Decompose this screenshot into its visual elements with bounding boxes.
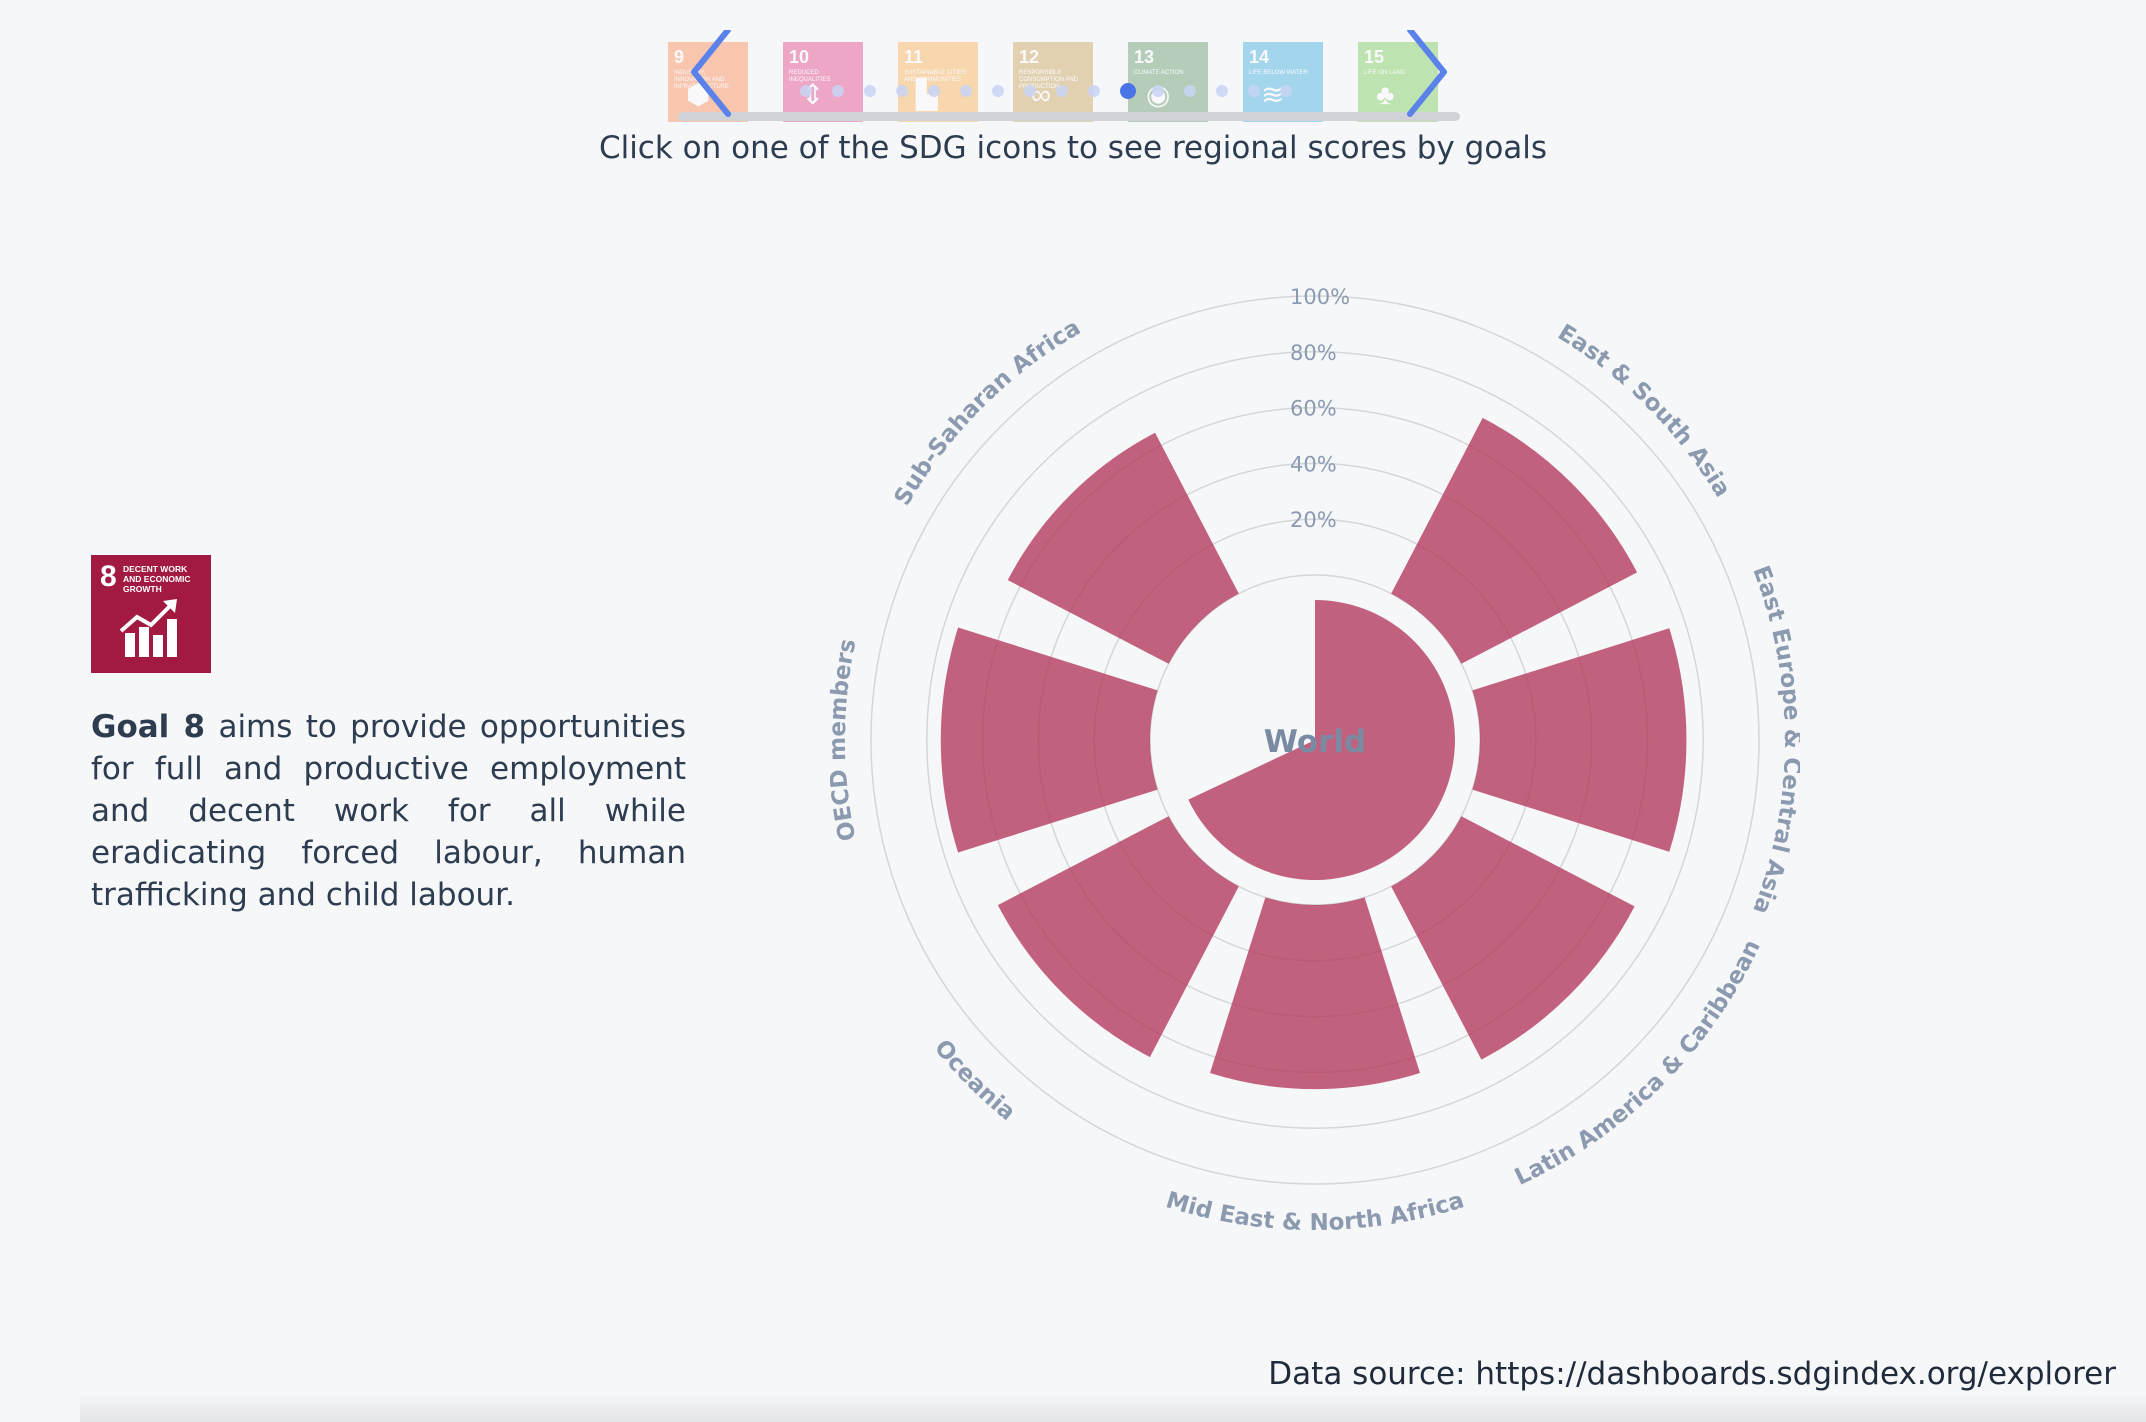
tick-labels: 20% 40% 60% 80% 100% xyxy=(1290,285,1350,532)
tick-label: 40% xyxy=(1290,452,1337,476)
goal-8-icon: 8 Decent work and economic growth xyxy=(91,555,211,673)
instruction-text: Click on one of the SDG icons to see reg… xyxy=(598,130,1548,166)
category-label: Sub-Saharan Africa xyxy=(890,315,1085,510)
tick-label: 80% xyxy=(1290,341,1337,365)
grid-circle xyxy=(926,351,1704,1129)
sdg-tile-title: Life below water xyxy=(1249,70,1308,76)
bars xyxy=(940,417,1687,1090)
sdg-tile-number: 9 xyxy=(674,47,685,67)
sdg-tile-11[interactable]: 11 Sustainable cities and communities ▙ xyxy=(898,42,978,122)
world-slice xyxy=(1188,600,1455,880)
category-label: East Europe & Central Asia xyxy=(1747,562,1800,917)
sdg-tile-13[interactable]: 13Climate action◉ xyxy=(1128,42,1208,122)
carousel-dot[interactable] xyxy=(1088,85,1100,97)
carousel-dot[interactable] xyxy=(864,85,876,97)
sdg-tile-number: 12 xyxy=(1019,47,1040,67)
sdg-tile-14[interactable]: 14 Life below water ≋ xyxy=(1243,42,1323,122)
goal-description: Goal 8 aims to provide opportunities for… xyxy=(91,706,686,916)
bar-east-south-asia xyxy=(1391,417,1638,664)
sdg-tile-number: 10 xyxy=(789,47,810,67)
carousel-dot[interactable] xyxy=(1152,85,1164,97)
carousel-dot[interactable] xyxy=(1024,85,1036,97)
bar-oecd-members xyxy=(940,627,1158,853)
sdg-tile-glyph-icon: ∞ xyxy=(1031,79,1051,110)
sdg-tile-glyph-icon: ♣ xyxy=(1376,79,1395,110)
category-label: East & South Asia xyxy=(1553,320,1735,502)
grid-circle xyxy=(870,295,1760,1185)
carousel-dot[interactable] xyxy=(800,85,812,97)
goal-text-body: aims to provide opportunities for full a… xyxy=(91,709,686,913)
carousel-dot[interactable] xyxy=(1280,85,1292,97)
growth-chart-icon xyxy=(119,599,177,657)
sdg-tile-number: 13 xyxy=(1134,47,1155,67)
goal-icon-title: Decent work and economic growth xyxy=(123,564,191,594)
bar-oceania xyxy=(997,816,1239,1058)
category-label-text: Sub-Saharan Africa xyxy=(890,315,1085,510)
carousel-dot[interactable] xyxy=(1056,85,1068,97)
carousel-dot[interactable] xyxy=(992,85,1004,97)
bar-latin-america-caribbean xyxy=(1391,816,1635,1060)
carousel-dots xyxy=(660,83,1460,105)
carousel-dot[interactable] xyxy=(1216,85,1228,97)
category-label-text: Oceania xyxy=(929,1035,1020,1126)
carousel-scrollbar[interactable] xyxy=(678,112,1460,121)
sdg-tile-title: Responsible consumption and production xyxy=(1019,70,1079,90)
prev-arrow-icon[interactable] xyxy=(682,27,742,130)
tick-label: 100% xyxy=(1290,285,1350,309)
category-label: Oceania xyxy=(929,1035,1020,1126)
next-arrow-icon[interactable] xyxy=(1396,27,1456,130)
category-label: Mid East & North Africa xyxy=(1163,1187,1467,1230)
goal-icon-number: 8 xyxy=(100,560,117,593)
tick-label: 60% xyxy=(1290,397,1337,421)
world-label: World xyxy=(1264,724,1367,760)
sdg-tile-number: 14 xyxy=(1249,47,1270,67)
sdg-tile-12[interactable]: 12 Responsible consumption and production… xyxy=(1013,42,1093,122)
sdg-tile-title: Sustainable cities and communities xyxy=(904,70,966,83)
carousel-dot[interactable] xyxy=(896,85,908,97)
tick-label: 20% xyxy=(1290,508,1337,532)
carousel-dot[interactable] xyxy=(1120,83,1136,99)
carousel-dot[interactable] xyxy=(832,85,844,97)
carousel-dot[interactable] xyxy=(1248,85,1260,97)
sdg-tile-10[interactable]: 10 Reduced inequalities ⇕ xyxy=(783,42,863,122)
category-label-text: East Europe & Central Asia xyxy=(1747,562,1800,917)
data-source: Data source: https://dashboards.sdgindex… xyxy=(1268,1356,2116,1392)
sdg-tile-title: Reduced inequalities xyxy=(789,70,831,83)
bar-mid-east-north-africa xyxy=(1210,897,1420,1090)
sdg-tile-number: 15 xyxy=(1364,47,1385,67)
sdg-tile-number: 11 xyxy=(904,47,924,67)
carousel-dot[interactable] xyxy=(928,85,940,97)
sdg-tile-title: Climate action xyxy=(1134,70,1184,76)
bar-east-europe-central-asia xyxy=(1472,628,1687,852)
bar-sub-saharan-africa xyxy=(1007,432,1239,664)
category-label-text: Mid East & North Africa xyxy=(1163,1187,1467,1230)
sdg-tile-glyph-icon: ≋ xyxy=(1261,79,1285,110)
carousel-dot[interactable] xyxy=(960,85,972,97)
carousel-dot[interactable] xyxy=(1184,85,1196,97)
polar-bar-chart: World 20% 40% 60% 80% 100% East & South AsiaEa… xyxy=(825,285,1800,1230)
sdg-carousel: 9 Industry, innovation and infrastructure… xyxy=(660,27,1460,130)
category-label-text: East & South Asia xyxy=(1553,320,1735,502)
category-label-text: OECD members xyxy=(825,637,862,843)
category-label: OECD members xyxy=(825,637,862,843)
bottom-shadow xyxy=(80,1392,2146,1422)
goal-bold-label: Goal 8 xyxy=(91,709,206,745)
